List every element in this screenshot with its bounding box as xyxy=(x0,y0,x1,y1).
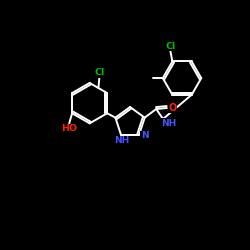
Text: O: O xyxy=(168,103,176,113)
Text: NH: NH xyxy=(114,136,130,145)
Text: Cl: Cl xyxy=(165,42,175,50)
Text: HO: HO xyxy=(61,124,77,133)
Text: Cl: Cl xyxy=(94,68,104,77)
Text: NH: NH xyxy=(161,119,176,128)
Text: N: N xyxy=(141,131,148,140)
